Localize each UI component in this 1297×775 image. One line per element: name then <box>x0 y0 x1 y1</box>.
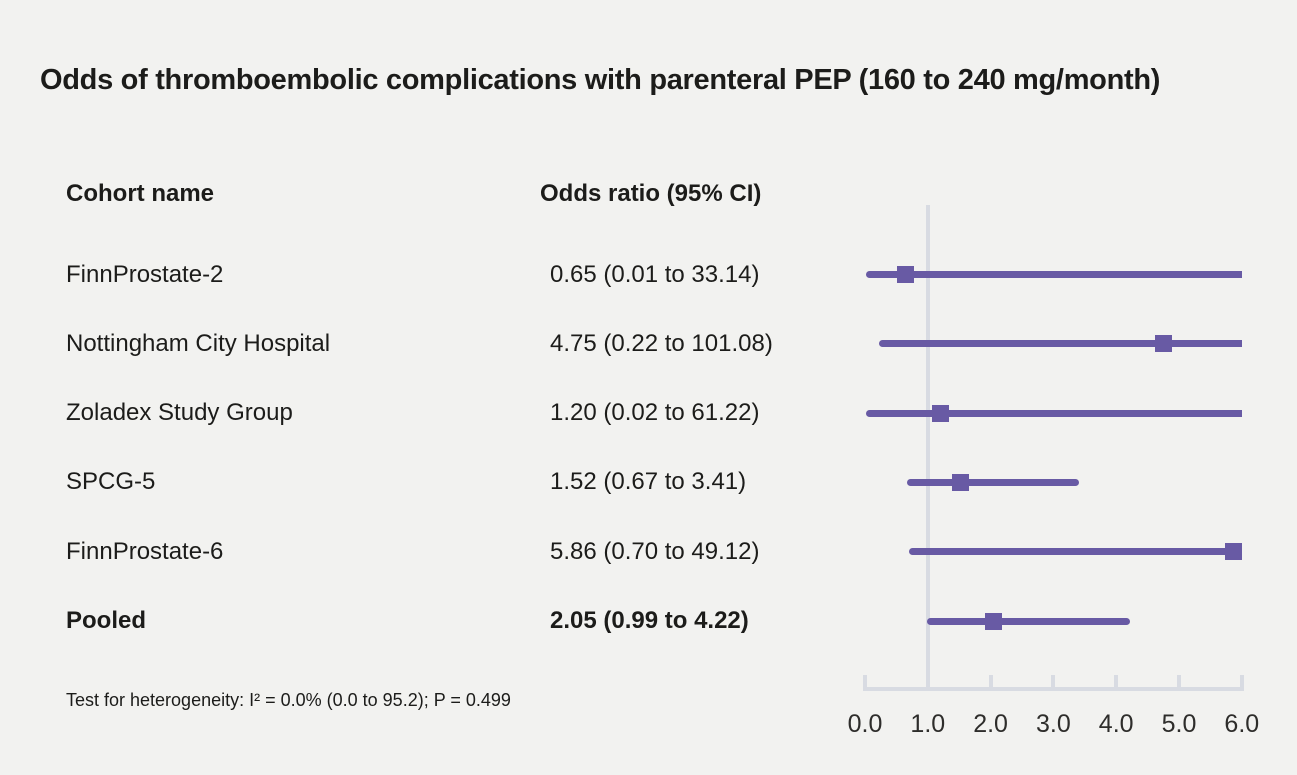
heterogeneity-footnote: Test for heterogeneity: I² = 0.0% (0.0 t… <box>66 690 511 710</box>
odds-ratio-value: 5.86 (0.70 to 49.12) <box>550 537 760 565</box>
x-axis-line <box>863 687 1244 691</box>
cohort-label: SPCG-5 <box>66 468 156 496</box>
confidence-interval-line <box>927 617 1131 625</box>
odds-ratio-value: 1.52 (0.67 to 3.41) <box>550 468 747 496</box>
column-header-odds-ratio: Odds ratio (95% CI) <box>540 180 762 207</box>
cohort-label: FinnProstate-2 <box>66 260 224 288</box>
column-header-cohort-name: Cohort name <box>66 180 215 207</box>
x-axis-tick-label: 4.0 <box>1098 710 1134 738</box>
x-axis-tick <box>1114 675 1119 687</box>
confidence-interval-line <box>878 340 1242 348</box>
x-axis-tick-label: 6.0 <box>1224 710 1260 738</box>
x-axis-tick <box>1239 675 1244 687</box>
odds-ratio-marker <box>1224 543 1242 561</box>
x-axis-tick-label: 3.0 <box>1036 710 1071 738</box>
x-axis-tick-label: 1.0 <box>910 710 946 738</box>
x-axis-tick-label: 2.0 <box>973 710 1008 738</box>
x-axis-tick <box>1177 675 1181 687</box>
cohort-label: Nottingham City Hospital <box>66 329 331 357</box>
reference-line <box>925 205 930 689</box>
confidence-interval-line <box>865 271 1242 278</box>
confidence-interval-line <box>866 409 1242 417</box>
odds-ratio-value: 4.75 (0.22 to 101.08) <box>550 329 773 357</box>
pooled-estimate-marker <box>985 612 1003 630</box>
odds-ratio-marker <box>1154 335 1172 353</box>
odds-ratio-marker <box>931 404 949 422</box>
x-axis-tick <box>988 675 993 687</box>
odds-ratio-value: 0.65 (0.01 to 33.14) <box>550 260 760 288</box>
x-axis-tick-label: 5.0 <box>1161 710 1197 738</box>
odds-ratio-marker <box>951 473 969 491</box>
confidence-interval-line <box>907 478 1080 486</box>
cohort-label: Zoladex Study Group <box>66 399 293 427</box>
odds-ratio-value: 2.05 (0.99 to 4.22) <box>550 607 749 634</box>
x-axis-tick-label: 0.0 <box>847 710 883 738</box>
figure-title: Odds of thromboembolic complications wit… <box>40 64 1161 96</box>
odds-ratio-marker <box>897 266 915 283</box>
odds-ratio-value: 1.20 (0.02 to 61.22) <box>550 399 760 427</box>
x-axis-tick <box>863 675 867 687</box>
cohort-label: Pooled <box>66 607 147 634</box>
cohort-label: FinnProstate-6 <box>66 537 224 565</box>
confidence-interval-line <box>908 548 1242 556</box>
x-axis-tick <box>1051 675 1056 687</box>
